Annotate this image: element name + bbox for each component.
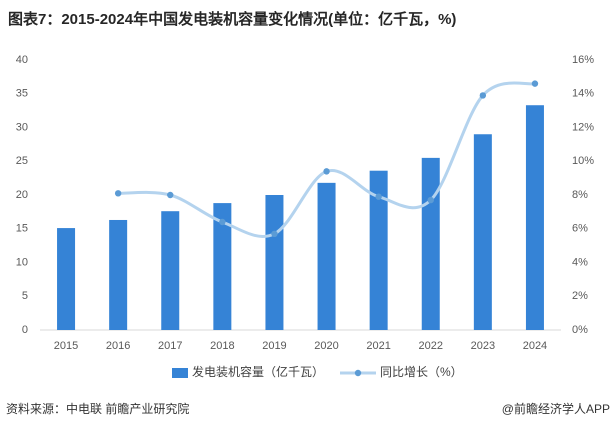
y-tick-label: 25 (16, 155, 28, 167)
y2-tick-label: 6% (572, 223, 588, 235)
y2-tick-label: 4% (572, 256, 588, 268)
y2-tick-label: 2% (572, 290, 588, 302)
y2-tick-label: 8% (572, 189, 588, 201)
y2-tick-label: 10% (572, 155, 594, 167)
x-tick-label: 2017 (158, 340, 182, 352)
legend-label: 同比增长（%） (380, 365, 463, 379)
y-tick-label: 10 (16, 256, 28, 268)
legend-swatch (172, 368, 188, 378)
credit: @前瞻经济学人APP (502, 401, 610, 416)
y-tick-label: 35 (16, 88, 28, 100)
bar (369, 170, 388, 330)
x-tick-label: 2018 (210, 340, 234, 352)
y-tick-label: 0 (22, 324, 28, 336)
line-point (479, 92, 487, 99)
line-point (323, 168, 330, 175)
x-tick-label: 2016 (106, 340, 130, 352)
x-tick-label: 2015 (54, 340, 78, 352)
x-tick-label: 2021 (366, 340, 390, 352)
y-tick-label: 30 (16, 121, 28, 133)
line-point (427, 196, 434, 204)
y2-tick-label: 0% (572, 324, 588, 336)
y-tick-label: 5 (22, 290, 28, 302)
x-tick-label: 2024 (523, 340, 547, 352)
line-point (375, 193, 382, 200)
legend-swatch (354, 369, 362, 377)
y-tick-label: 20 (16, 189, 28, 201)
bar (57, 228, 76, 330)
bar (161, 211, 180, 330)
y2-tick-label: 16% (572, 54, 594, 66)
x-tick-label: 2019 (262, 340, 286, 352)
bar (213, 203, 232, 330)
line-point (271, 230, 278, 238)
y-tick-label: 15 (16, 223, 28, 235)
bar (109, 219, 128, 330)
bar (421, 157, 440, 330)
x-tick-label: 2022 (419, 340, 443, 352)
line-point (114, 190, 122, 197)
chart-title: 图表7：2015-2024年中国发电装机容量变化情况(单位：亿千瓦，%) (8, 10, 456, 28)
line-point (219, 218, 226, 226)
bar (473, 134, 492, 330)
bar (317, 182, 336, 330)
y2-tick-label: 12% (572, 121, 594, 133)
legend-label: 发电装机容量（亿千瓦） (192, 364, 324, 379)
y2-tick-label: 14% (572, 88, 594, 100)
line-point (167, 191, 174, 199)
bar (265, 195, 284, 330)
source: 资料来源：中电联 前瞻产业研究院 (6, 401, 189, 416)
line-point (531, 80, 539, 87)
x-tick-label: 2023 (471, 340, 495, 352)
bar (525, 105, 544, 330)
x-tick-label: 2020 (314, 340, 338, 352)
y-tick-label: 40 (16, 54, 28, 66)
